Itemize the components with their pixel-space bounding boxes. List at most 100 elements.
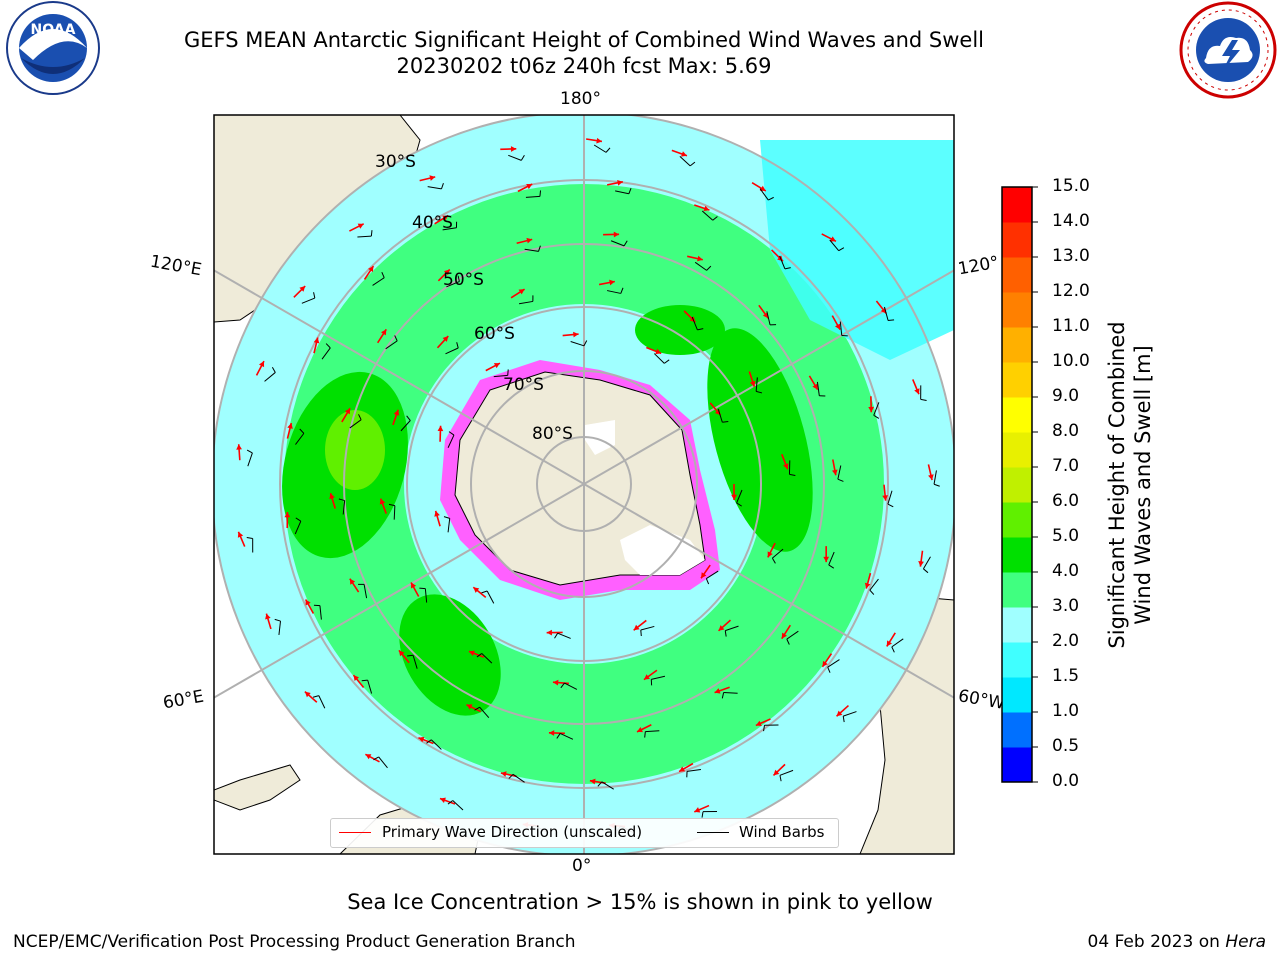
wave-arrowhead (548, 730, 555, 736)
wind-barb-flag (923, 568, 929, 574)
colorbar-tick-label: 12.0 (1052, 281, 1090, 301)
wind-barb-flag (246, 449, 253, 454)
wind-barb (816, 381, 820, 396)
colorbar-tick-label: 7.0 (1052, 456, 1080, 476)
wind-barb (367, 679, 373, 694)
chart-title: GEFS MEAN Antarctic Significant Height o… (183, 28, 985, 52)
wind-barb-flag (712, 216, 718, 221)
wave-arrowhead (500, 771, 507, 777)
colorbar-tick-label: 6.0 (1052, 491, 1080, 511)
wind-barb (442, 227, 457, 231)
colorbar-segment (1002, 257, 1032, 293)
wave-arrowhead (613, 231, 620, 238)
wind-barb (412, 655, 418, 669)
wind-barb (640, 625, 655, 631)
wave-arrowhead (812, 383, 818, 390)
wind-barb (400, 420, 411, 432)
colorbar-tick-label: 14.0 (1052, 211, 1090, 231)
wave-arrowhead (344, 408, 351, 415)
wave-arrowhead (329, 493, 335, 500)
wind-barb-flag (538, 245, 541, 252)
wave-arrowhead (643, 674, 650, 680)
wind-barb (508, 154, 522, 161)
wind-barb-flag (271, 366, 276, 373)
wave-arrowhead (299, 286, 306, 292)
wind-barb (891, 638, 904, 648)
ocean-swell-northeast (760, 140, 954, 360)
lat-label-50s: 50°S (443, 270, 484, 290)
colorbar-segment (1002, 222, 1032, 258)
colorbar-tick-label: 8.0 (1052, 421, 1080, 441)
wave-arrowhead (526, 237, 533, 244)
wave-arrowhead (886, 640, 893, 647)
date-text: 04 Feb 2023 on Hera (1088, 932, 1266, 952)
wave-arrowhead (636, 726, 643, 733)
wind-barb (318, 695, 326, 709)
wave-arrowhead (589, 778, 596, 785)
colorbar-tick-label: 11.0 (1052, 316, 1090, 336)
wind-barb (839, 321, 843, 336)
wave-arrowhead (305, 599, 311, 606)
wave-arrowhead (701, 572, 707, 579)
wave-arrowhead (596, 137, 602, 144)
wind-barb-flag (313, 292, 316, 299)
wave-arrowhead (442, 215, 449, 221)
wind-barb-flag (697, 328, 704, 331)
lon-label-bottom: 0° (572, 856, 592, 876)
wind-barb (278, 620, 281, 636)
wind-barb (342, 500, 346, 515)
wind-barb-flag (441, 183, 444, 190)
wave-arrowhead (546, 629, 552, 636)
wind-barb-flag (388, 503, 395, 507)
colorbar-tick-label: 13.0 (1052, 246, 1090, 266)
wind-barb-flag (520, 154, 525, 161)
ross-ice-shelf (585, 420, 615, 455)
colorbar-segment (1002, 467, 1032, 503)
wind-barb-flag (756, 390, 763, 394)
wind-barb (512, 773, 525, 783)
wind-barb-flag (448, 431, 455, 436)
wave-arrowhead (731, 494, 737, 500)
wind-barb-flag (299, 428, 305, 434)
lat-label-70s: 70°S (503, 375, 544, 395)
wind-barb (601, 781, 614, 790)
wind-barb (607, 290, 621, 294)
svg-text:NOAA: NOAA (31, 22, 76, 38)
wind-barb-flag (295, 517, 302, 522)
wave-arrowhead (573, 331, 579, 338)
wave-arrowhead (287, 423, 293, 429)
wind-barb-flag (887, 503, 894, 508)
colorbar-segment (1002, 362, 1032, 398)
wind-barb-flag (789, 473, 796, 476)
wind-barb (645, 730, 660, 733)
wind-barb (786, 630, 799, 640)
wind-barb (349, 419, 362, 429)
wave-arrowhead (609, 279, 615, 286)
wave-arrowhead (755, 720, 762, 726)
wind-barb (759, 188, 769, 201)
wave-arrowhead (381, 329, 387, 336)
wave-arrowhead (822, 660, 828, 667)
wind-barb (691, 316, 698, 331)
wave-arrowhead (237, 531, 244, 538)
wind-barb (363, 584, 368, 599)
colorbar-segment (1002, 292, 1032, 328)
wave-arrowhead (834, 323, 841, 330)
wind-barb (481, 653, 493, 664)
wind-barb (828, 551, 835, 566)
wind-barb-flag (394, 335, 398, 342)
date-label: 04 Feb 2023 on (1087, 932, 1226, 952)
wave-arrowhead (697, 255, 703, 262)
wind-barb-flag (361, 679, 368, 682)
wind-barb-flag (771, 557, 776, 564)
colorbar-segment (1002, 572, 1032, 608)
wind-barb (372, 277, 385, 286)
wave-arrowhead (434, 510, 440, 517)
wave-arrowhead (868, 406, 875, 413)
wind-barb-flag (933, 483, 940, 487)
wave-arrowhead (767, 551, 773, 558)
wind-barb-flag (597, 781, 603, 787)
wind-barb (779, 255, 786, 270)
colorbar (1001, 186, 1038, 783)
wave-arrowhead (379, 498, 386, 505)
